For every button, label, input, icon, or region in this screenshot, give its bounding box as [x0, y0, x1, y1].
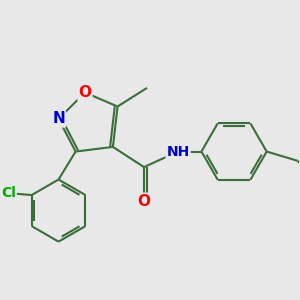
Text: O: O — [137, 194, 151, 209]
Text: Cl: Cl — [1, 187, 16, 200]
Text: N: N — [52, 111, 65, 126]
Text: NH: NH — [167, 145, 190, 159]
Text: O: O — [79, 85, 92, 100]
